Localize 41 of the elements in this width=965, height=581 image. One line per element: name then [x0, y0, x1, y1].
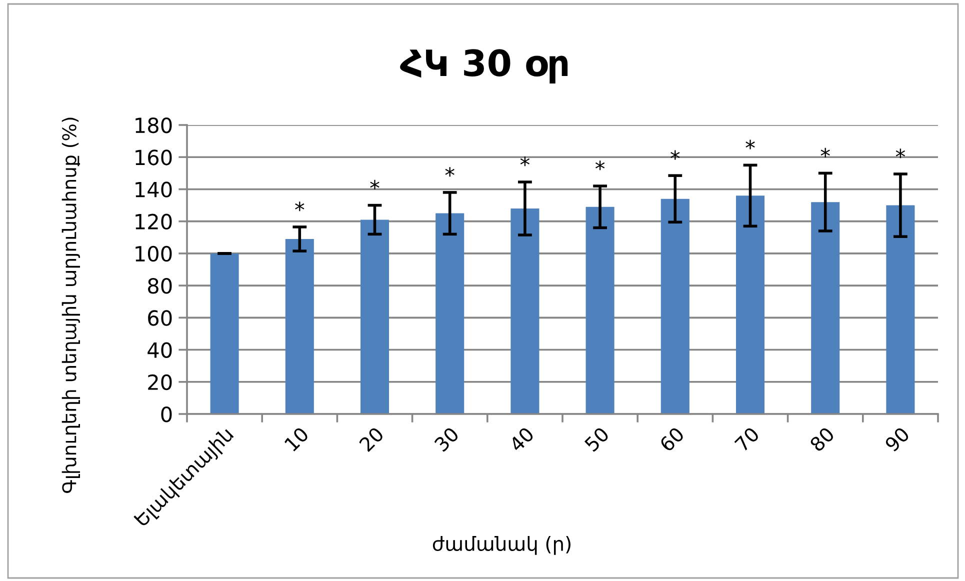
- annotation: *: [520, 156, 530, 166]
- y-axis-title: Գլխուղեղի տեղային արյունահոսք (%): [62, 118, 80, 493]
- bar: [210, 253, 239, 414]
- bar: [436, 213, 464, 414]
- annotation: *: [595, 160, 605, 170]
- y-tick-label: 40: [148, 342, 172, 358]
- y-tick-label: 100: [136, 246, 172, 262]
- bar: [510, 208, 540, 414]
- x-tick-label: 40: [508, 426, 535, 453]
- y-tick-label: 0: [161, 406, 172, 422]
- x-tick-label: 80: [809, 426, 836, 452]
- y-tick-label: 180: [136, 117, 172, 134]
- bar: [660, 198, 690, 414]
- y-tick-label: 140: [136, 182, 172, 198]
- y-tick-label: 120: [136, 214, 172, 230]
- y-tick-label: 80: [148, 278, 172, 294]
- x-tick-label: 70: [734, 426, 760, 452]
- annotation: *: [896, 148, 906, 158]
- x-tick-label: 10: [284, 426, 310, 452]
- bar: [360, 220, 390, 414]
- x-axis-title: ժամանակ (ր): [432, 536, 570, 555]
- bar: [886, 205, 915, 414]
- x-tick-label: 90: [884, 426, 910, 452]
- annotation: *: [445, 167, 454, 177]
- annotation: *: [295, 202, 304, 212]
- x-tick-label: 60: [658, 426, 685, 452]
- x-tick-label: 50: [584, 426, 610, 452]
- annotation: *: [820, 148, 830, 158]
- x-tick-label: 20: [358, 426, 384, 452]
- chart-title: ՀԿ 30 օր: [400, 49, 568, 84]
- y-tick-label: 160: [136, 150, 172, 166]
- y-tick-label: 60: [148, 310, 172, 326]
- annotation: *: [670, 150, 680, 160]
- bar: [736, 196, 765, 414]
- x-tick-label: 30: [434, 426, 460, 452]
- bar: [285, 238, 314, 414]
- bar: [586, 206, 614, 414]
- y-tick-label: 20: [148, 374, 172, 390]
- bar: [811, 202, 840, 414]
- annotation: *: [370, 180, 380, 190]
- annotation: *: [746, 140, 755, 150]
